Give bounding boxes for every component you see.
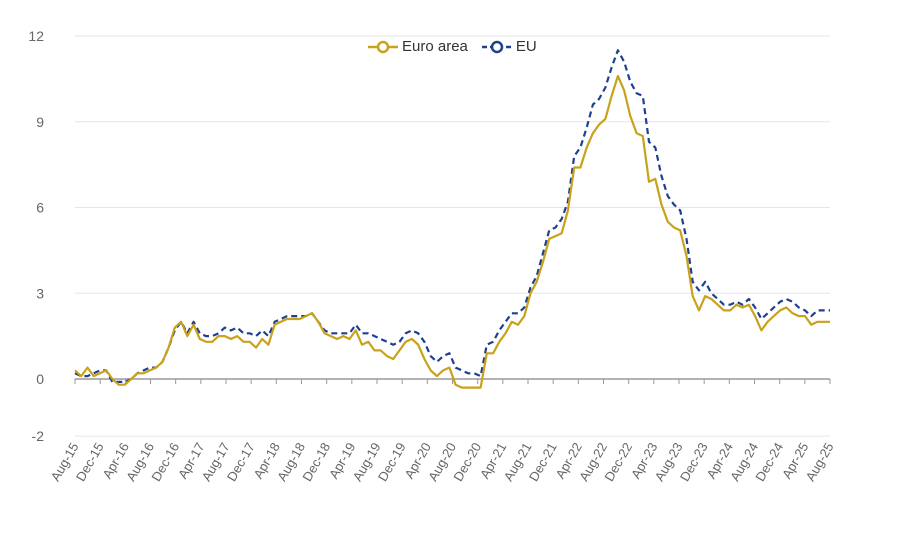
y-tick-label: -2 (32, 428, 45, 444)
x-axis-tick-labels: Aug-15Dec-15Apr-16Aug-16Dec-16Apr-17Aug-… (48, 379, 837, 484)
legend-item-eu[interactable]: EU (481, 38, 537, 55)
y-tick-label: 0 (36, 371, 44, 387)
legend-marker-eu-icon (481, 40, 512, 53)
series-line-euro-area[interactable] (74, 74, 830, 389)
y-tick-label: 6 (36, 200, 44, 216)
y-tick-label: 3 (36, 285, 44, 301)
legend-label-eu: EU (515, 38, 537, 55)
y-tick-label: 12 (28, 28, 44, 44)
y-axis-tick-labels: 12 9 6 3 0 -2 (28, 28, 44, 444)
legend-item-euro-area[interactable]: Euro area (368, 38, 468, 55)
legend-marker-euro-area-icon (368, 40, 398, 53)
series-line-eu[interactable] (74, 49, 830, 383)
gridlines (75, 35, 830, 437)
legend: Euro area EU (368, 38, 551, 55)
series-lines (74, 49, 830, 389)
legend-label-euro-area: Euro area (402, 38, 468, 55)
y-tick-label: 9 (36, 114, 44, 130)
